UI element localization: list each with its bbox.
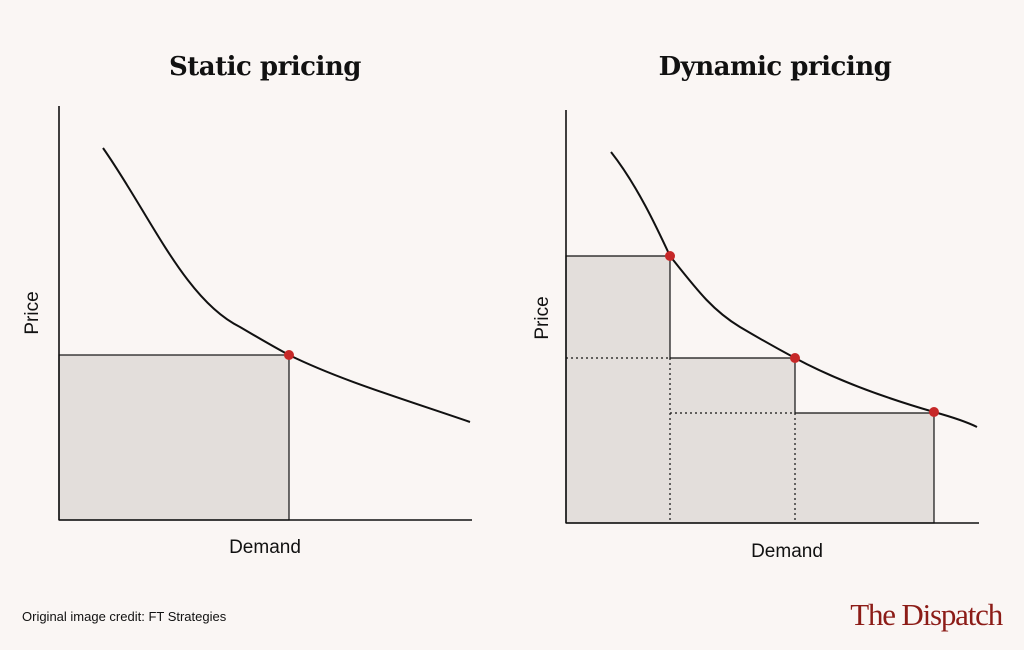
image-credit: Original image credit: FT Strategies: [22, 609, 227, 624]
dynamic-price-point-high: [665, 251, 675, 261]
dynamic-price-point-mid: [790, 353, 800, 363]
static-price-point: [284, 350, 294, 360]
dynamic-pricing-diagram: Demand Price: [532, 110, 979, 562]
the-dispatch-logo: The Dispatch: [850, 597, 1003, 632]
static-demand-curve: [102, 147, 471, 423]
dynamic-pricing-title: Dynamic pricing: [658, 52, 892, 82]
dynamic-revenue-area: [565, 255, 935, 524]
static-revenue-area: [58, 354, 290, 521]
static-y-axis-label: Price: [22, 291, 43, 334]
static-pricing-diagram: Demand Price: [22, 106, 472, 558]
dynamic-x-axis-label: Demand: [751, 541, 823, 562]
dynamic-price-point-low: [929, 407, 939, 417]
static-pricing-title: Static pricing: [169, 52, 361, 82]
dynamic-y-axis-label: Price: [532, 296, 553, 339]
static-x-axis-label: Demand: [229, 537, 301, 558]
